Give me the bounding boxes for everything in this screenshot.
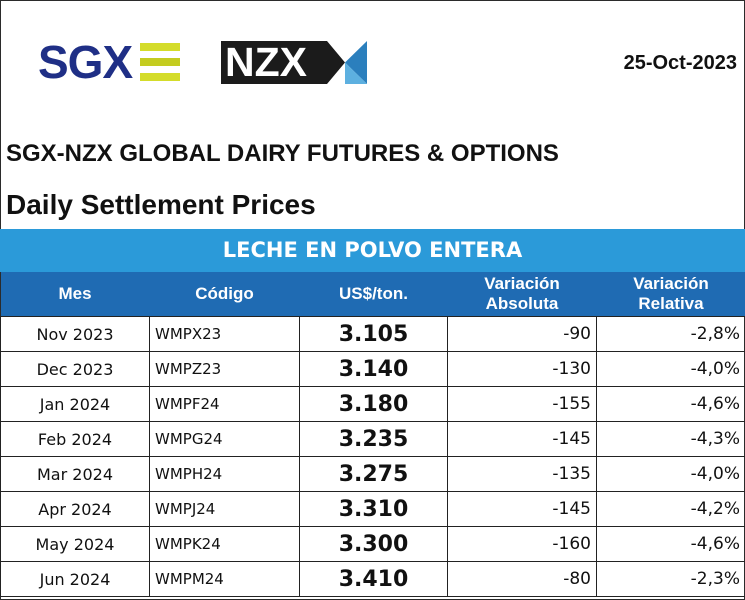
- cell-code: WMPZ23: [149, 351, 300, 387]
- cell-code: WMPJ24: [149, 491, 300, 527]
- cell-abs-change: -90: [447, 316, 597, 352]
- column-header-month: Mes: [0, 272, 150, 317]
- report-date: 25-Oct-2023: [623, 52, 737, 74]
- cell-code: WMPX23: [149, 316, 300, 352]
- cell-code: WMPM24: [149, 561, 300, 597]
- cell-month: Dec 2023: [0, 351, 150, 387]
- cell-rel-change: -4,2%: [596, 491, 745, 527]
- column-header-abs-change-label: Variación Absoluta: [484, 274, 560, 313]
- cell-rel-change: -4,6%: [596, 526, 745, 562]
- cell-price: 3.140: [299, 351, 448, 387]
- table-row: Jun 2024 WMPM24 3.410 -80 -2,3%: [0, 561, 745, 597]
- cell-rel-change: -2,8%: [596, 316, 745, 352]
- cell-abs-change: -130: [447, 351, 597, 387]
- column-header-price: US$/ton.: [299, 272, 448, 317]
- table-row: May 2024 WMPK24 3.300 -160 -4,6%: [0, 526, 745, 562]
- cell-month: May 2024: [0, 526, 150, 562]
- cell-price: 3.105: [299, 316, 448, 352]
- column-header-code: Código: [149, 272, 300, 317]
- cell-rel-change: -4,0%: [596, 456, 745, 492]
- cell-month: Mar 2024: [0, 456, 150, 492]
- product-band: LECHE EN POLVO ENTERA: [0, 229, 745, 272]
- cell-abs-change: -160: [447, 526, 597, 562]
- cell-price: 3.275: [299, 456, 448, 492]
- table-row: Apr 2024 WMPJ24 3.310 -145 -4,2%: [0, 491, 745, 527]
- cell-abs-change: -135: [447, 456, 597, 492]
- cell-month: Jan 2024: [0, 386, 150, 422]
- sgx-logo: SGX: [38, 36, 181, 88]
- sgx-logo-bars-icon: [140, 43, 181, 81]
- table-row: Mar 2024 WMPH24 3.275 -135 -4,0%: [0, 456, 745, 492]
- cell-price: 3.310: [299, 491, 448, 527]
- nzx-logo-mark-icon: [325, 41, 367, 84]
- cell-code: WMPH24: [149, 456, 300, 492]
- cell-month: Apr 2024: [0, 491, 150, 527]
- cell-abs-change: -145: [447, 491, 597, 527]
- nzx-logo-text: NZX: [225, 41, 307, 84]
- page-title: SGX-NZX GLOBAL DAIRY FUTURES & OPTIONS: [6, 140, 559, 167]
- cell-month: Nov 2023: [0, 316, 150, 352]
- table-row: Feb 2024 WMPG24 3.235 -145 -4,3%: [0, 421, 745, 457]
- cell-rel-change: -4,6%: [596, 386, 745, 422]
- table-row: Nov 2023 WMPX23 3.105 -90 -2,8%: [0, 316, 745, 352]
- table-row: Jan 2024 WMPF24 3.180 -155 -4,6%: [0, 386, 745, 422]
- settlement-table: Mes Código US$/ton. Variación Absoluta V…: [0, 272, 745, 597]
- cell-price: 3.180: [299, 386, 448, 422]
- sgx-logo-text: SGX: [38, 36, 133, 88]
- cell-code: WMPF24: [149, 386, 300, 422]
- cell-abs-change: -80: [447, 561, 597, 597]
- cell-abs-change: -145: [447, 421, 597, 457]
- table-row: Dec 2023 WMPZ23 3.140 -130 -4,0%: [0, 351, 745, 387]
- cell-price: 3.300: [299, 526, 448, 562]
- cell-price: 3.410: [299, 561, 448, 597]
- cell-price: 3.235: [299, 421, 448, 457]
- cell-rel-change: -4,0%: [596, 351, 745, 387]
- cell-code: WMPK24: [149, 526, 300, 562]
- page-subtitle: Daily Settlement Prices: [6, 189, 316, 220]
- cell-code: WMPG24: [149, 421, 300, 457]
- cell-abs-change: -155: [447, 386, 597, 422]
- column-header-rel-change-label: Variación Relativa: [633, 274, 709, 313]
- cell-rel-change: -4,3%: [596, 421, 745, 457]
- nzx-logo: NZX: [221, 41, 367, 84]
- cell-rel-change: -2,3%: [596, 561, 745, 597]
- table-header-row: Mes Código US$/ton. Variación Absoluta V…: [0, 272, 745, 317]
- column-header-rel-change: Variación Relativa: [596, 272, 745, 317]
- column-header-abs-change: Variación Absoluta: [447, 272, 597, 317]
- cell-month: Jun 2024: [0, 561, 150, 597]
- cell-month: Feb 2024: [0, 421, 150, 457]
